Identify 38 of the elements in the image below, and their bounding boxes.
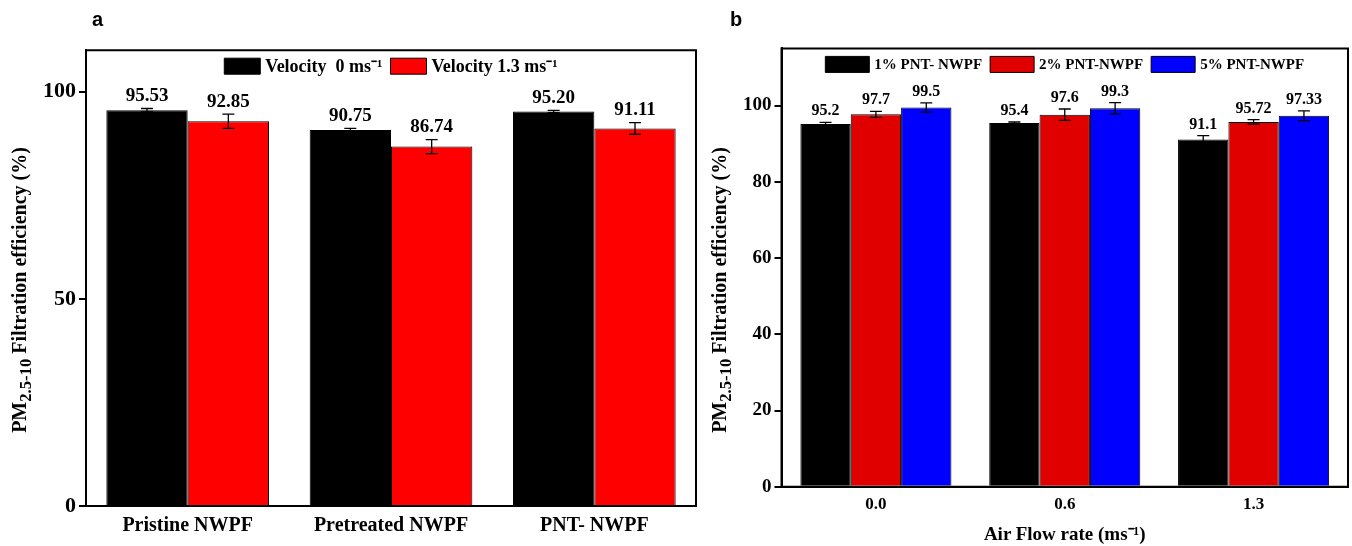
data-label: 97.6	[1050, 88, 1079, 106]
data-label: 97.33	[1285, 89, 1322, 107]
x-tick-label: Pristine NWPF	[122, 513, 253, 536]
legend-label: Velocity 0 ms⁻¹	[265, 55, 383, 76]
y-tick-label: 100	[43, 77, 76, 103]
data-label: 91.1	[1189, 114, 1218, 132]
legend-label: 2% PNT-NWPF	[1039, 56, 1144, 73]
y-tick-label: 50	[54, 284, 76, 310]
x-axis-title: Air Flow rate (ms⁻¹)	[983, 522, 1146, 545]
y-tick-label: 80	[752, 169, 772, 191]
chart-title: a	[92, 8, 104, 31]
legend-label: Velocity 1.3 ms⁻¹	[431, 55, 558, 76]
data-label: 90.75	[328, 103, 372, 125]
y-tick-label: 40	[752, 322, 772, 344]
x-tick-label: PNT- NWPF	[539, 513, 649, 536]
data-label: 95.4	[1000, 101, 1029, 119]
data-label: 95.2	[811, 101, 840, 119]
data-label: 95.20	[532, 85, 576, 107]
data-label: 97.7	[861, 90, 890, 108]
y-tick-label: 20	[752, 398, 772, 420]
legend-label: 1% PNT- NWPF	[874, 56, 983, 73]
y-tick-label: 100	[743, 93, 772, 115]
x-tick-label: 0.6	[1054, 494, 1076, 514]
x-tick-label: 1.3	[1242, 494, 1265, 514]
legend-label: 5% PNT-NWPF	[1200, 56, 1305, 73]
data-label: 95.72	[1235, 98, 1272, 116]
data-label: 99.3	[1101, 81, 1130, 99]
x-tick-label: 0.0	[865, 494, 887, 514]
data-label: 92.85	[206, 89, 250, 111]
data-label: 91.11	[614, 98, 656, 120]
y-tick-label: 0	[65, 491, 76, 517]
y-tick-label: 0	[762, 474, 772, 496]
x-tick-label: Pretreated NWPF	[313, 513, 469, 536]
chart-title: b	[730, 8, 743, 31]
data-label: 99.5	[912, 82, 941, 100]
data-label: 86.74	[410, 114, 454, 136]
data-label: 95.53	[125, 83, 169, 105]
y-tick-label: 60	[752, 245, 772, 267]
